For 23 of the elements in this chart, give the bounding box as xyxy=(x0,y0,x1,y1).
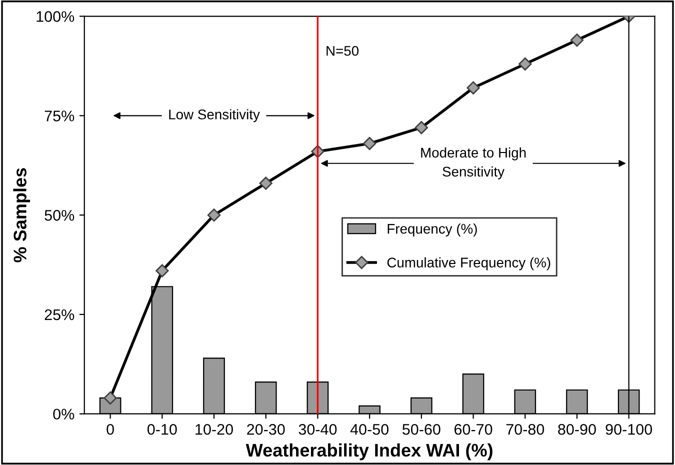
x-tick-label: 60-70 xyxy=(454,424,492,435)
x-axis-title: Weatherability Index WAI (%) xyxy=(246,443,492,460)
y-tick-label: 75% xyxy=(44,110,74,122)
x-tick-label: 0 xyxy=(106,424,114,435)
y-tick-label: 25% xyxy=(44,309,74,320)
x-tick-label: 80-90 xyxy=(558,424,596,435)
x-tick-label: 90-100 xyxy=(606,424,652,435)
x-tick-label: 0-10 xyxy=(147,424,177,435)
y-tick-label: 100% xyxy=(36,11,74,22)
y-tick-label: 0% xyxy=(53,408,74,420)
x-tick-label: 70-80 xyxy=(506,424,544,435)
x-tick-label: 50-60 xyxy=(402,424,440,435)
y-axis-title: % Samples xyxy=(13,168,30,262)
annotation: Low Sensitivity xyxy=(169,109,260,122)
annotation: Moderate to High Sensitivity xyxy=(421,147,526,180)
annotation: N=50 xyxy=(326,46,359,56)
legend-label: Cumulative Frequency (%) xyxy=(387,257,550,270)
x-tick-label: 30-40 xyxy=(298,424,337,435)
x-tick-label: 20-30 xyxy=(247,424,285,435)
x-tick-label: 40-50 xyxy=(350,424,389,435)
x-tick-label: 10-20 xyxy=(196,424,233,435)
y-tick-label: 50% xyxy=(44,210,74,221)
legend-label: Frequency (%) xyxy=(388,224,477,236)
